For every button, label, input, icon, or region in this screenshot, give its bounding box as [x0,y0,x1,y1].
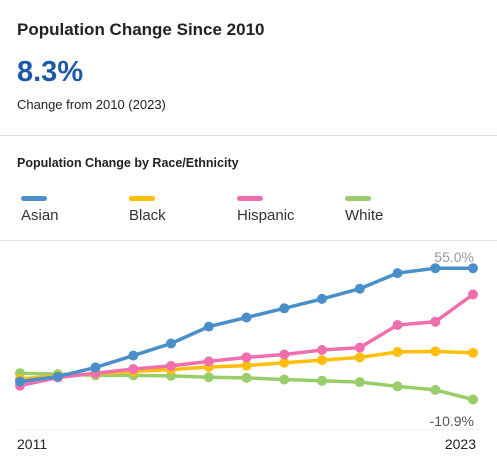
data-point-white-2023[interactable] [468,394,478,405]
series-line-hispanic [18,292,475,388]
data-point-asian-2011[interactable] [15,376,25,387]
data-point-black-2022[interactable] [430,346,441,357]
data-point-hispanic-2021[interactable] [392,320,403,330]
data-point-asian-2020[interactable] [354,283,365,294]
x-tick-label-end: 2023 [444,436,476,452]
series-asian [15,263,478,387]
data-point-hispanic-2016[interactable] [203,356,214,367]
legend-label-white: White [345,207,384,224]
series-hispanic [15,289,478,391]
data-point-asian-2023[interactable] [468,263,478,274]
legend-label-asian: Asian [21,207,59,224]
data-point-asian-2022[interactable] [430,263,441,274]
data-point-white-2022[interactable] [430,384,441,395]
legend-swatch-asian [21,196,47,201]
headline-subtitle: Change from 2010 (2023) [17,97,166,112]
data-point-asian-2014[interactable] [128,350,139,361]
data-point-hispanic-2018[interactable] [279,349,290,360]
data-point-black-2019[interactable] [317,355,327,366]
divider [0,135,497,136]
data-point-asian-2016[interactable] [203,321,214,332]
data-point-asian-2019[interactable] [317,293,327,304]
legend-swatch-black [129,196,155,201]
x-tick-label-start: 2011 [17,436,48,452]
max-annotation: 55.0% [434,249,474,265]
data-point-asian-2015[interactable] [166,338,176,349]
data-point-black-2020[interactable] [354,352,365,363]
min-annotation: -10.9% [430,413,474,429]
data-point-white-2016[interactable] [203,372,214,383]
data-point-white-2017[interactable] [241,372,252,383]
data-point-black-2017[interactable] [241,360,252,371]
data-point-white-2021[interactable] [392,381,403,392]
data-point-asian-2018[interactable] [279,303,290,314]
headline-value: 8.3% [17,56,84,88]
data-point-hispanic-2017[interactable] [241,352,252,363]
data-point-hispanic-2020[interactable] [354,342,365,353]
card-title: Population Change Since 2010 [17,20,265,39]
data-point-white-2018[interactable] [279,374,290,385]
data-point-black-2018[interactable] [279,357,290,368]
data-point-asian-2013[interactable] [90,362,101,373]
data-point-hispanic-2019[interactable] [317,345,327,355]
line-chart: 55.0% -10.9% [0,240,497,430]
data-point-white-2019[interactable] [317,375,327,386]
data-point-black-2021[interactable] [392,347,403,357]
data-point-hispanic-2014[interactable] [128,364,139,374]
data-point-asian-2021[interactable] [392,268,403,279]
data-point-hispanic-2022[interactable] [430,316,441,327]
data-point-asian-2012[interactable] [52,371,63,382]
legend-swatch-white [345,196,371,201]
legend-swatch-hispanic [237,196,263,201]
data-point-white-2020[interactable] [354,377,365,388]
data-point-hispanic-2015[interactable] [166,360,176,371]
data-point-hispanic-2023[interactable] [468,289,478,300]
legend-label-black: Black [129,207,166,224]
data-point-asian-2017[interactable] [241,312,252,323]
data-point-black-2023[interactable] [468,347,478,358]
chart-title: Population Change by Race/Ethnicity [17,156,239,170]
legend-label-hispanic: Hispanic [237,207,295,224]
